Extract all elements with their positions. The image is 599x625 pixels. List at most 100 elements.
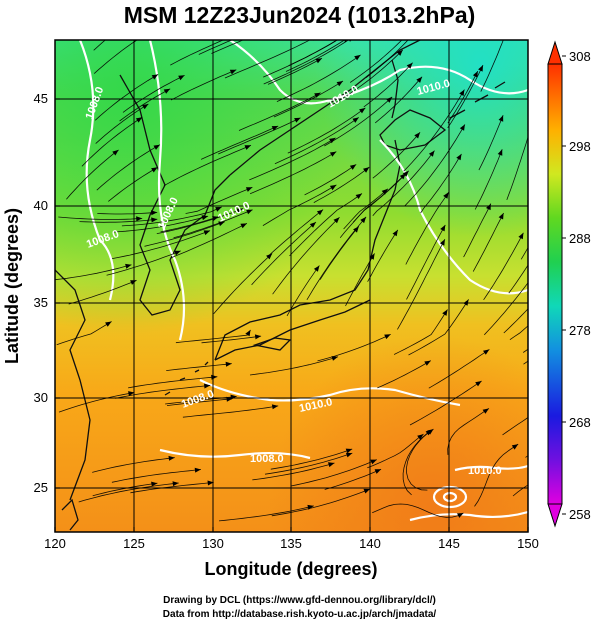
wind-arrowhead [174, 250, 181, 256]
wind-arrowhead [244, 145, 251, 150]
streamline [285, 40, 346, 72]
streamline [160, 216, 219, 233]
wind-arrowhead [269, 21, 276, 26]
wind-arrowhead [498, 213, 504, 220]
wind-arrowhead [163, 88, 171, 94]
streamline [92, 457, 175, 473]
wind-arrowhead [151, 217, 158, 223]
streamline [274, 117, 360, 165]
wind-arrowhead [204, 383, 211, 389]
y-tick-labels: 25 30 35 40 45 [34, 91, 48, 495]
streamline [270, 448, 353, 470]
wind-arrowhead [459, 124, 465, 131]
streamline [367, 229, 399, 282]
wind-arrowhead [178, 75, 185, 81]
wind-arrowhead [212, 0, 219, 1]
streamline [343, 188, 389, 230]
streamline [96, 144, 161, 191]
wind-arrowhead [456, 153, 462, 161]
wind-arrowhead [345, 448, 353, 454]
x-tick-label: 120 [44, 536, 66, 551]
wind-arrowhead [172, 481, 179, 487]
streamline [363, 62, 413, 108]
streamline [66, 149, 119, 200]
wind-arrowhead [518, 232, 524, 240]
wind-arrowhead [507, 20, 512, 27]
wind-arrowhead [236, 208, 244, 214]
streamline [81, 116, 143, 167]
wind-arrowhead [482, 408, 489, 414]
wind-arrowhead [201, 215, 209, 221]
wind-arrowhead [374, 469, 382, 474]
streamline [108, 166, 158, 202]
streamline [520, 246, 528, 260]
wind-arrowhead [254, 334, 262, 340]
streamline [512, 484, 528, 497]
y-tick-label: 25 [34, 480, 48, 495]
wind-arrowhead [442, 309, 448, 316]
streamline [463, 203, 492, 258]
wind-arrowhead [406, 62, 413, 69]
streamline [106, 250, 181, 276]
wind-arrowhead [225, 361, 232, 367]
wind-arrowhead [486, 203, 491, 211]
streamline [249, 356, 339, 376]
streamline [122, 74, 185, 113]
streamline [93, 40, 106, 51]
map-title: MSM 12Z23Jun2024 (1013.2hPa) [123, 2, 476, 28]
wind-arrowhead [537, 243, 542, 250]
streamline [252, 462, 335, 481]
streamline [55, 264, 132, 281]
wind-arrowhead [218, 221, 225, 227]
wind-arrowhead [457, 513, 464, 518]
wind-arrowhead [345, 452, 353, 458]
wind-arrowhead [105, 321, 112, 327]
x-tick-label: 125 [123, 536, 145, 551]
streamline [478, 115, 504, 171]
wind-arrowhead [142, 104, 149, 110]
streamline [173, 209, 253, 239]
wind-arrowhead [194, 467, 201, 473]
streamline [182, 405, 279, 418]
streamline [175, 329, 251, 344]
wind-arrowhead [203, 230, 211, 236]
streamline [331, 49, 404, 106]
streamline [119, 88, 171, 122]
streamline [480, 40, 504, 92]
streamline [262, 184, 337, 226]
streamline [393, 309, 448, 355]
streamline [377, 360, 431, 389]
colorbar-tick-label: 288 [569, 231, 591, 246]
streamline [95, 103, 149, 144]
streamline [200, 125, 279, 160]
streamline [56, 321, 112, 346]
wind-arrowhead [384, 334, 391, 340]
wind-arrowhead [497, 149, 503, 156]
streamline [201, 335, 262, 344]
streamline [405, 192, 449, 265]
x-tick-label: 140 [359, 536, 381, 551]
streamline [372, 150, 435, 217]
streamline [404, 124, 466, 207]
wind-arrowhead [475, 381, 482, 387]
wind-arrowhead [130, 280, 137, 285]
streamline [365, 40, 409, 79]
wind-arrowhead [151, 74, 159, 80]
wind-arrowhead [316, 209, 324, 216]
wind-arrowhead [355, 193, 362, 199]
streamline [58, 216, 143, 220]
wind-arrowhead [329, 184, 337, 191]
streamline [502, 417, 528, 436]
wind-arrowhead [151, 210, 158, 216]
colorbar-tick-label: 258 [569, 507, 591, 522]
streamline [317, 333, 391, 362]
streamline [408, 299, 469, 356]
streamline [474, 443, 519, 507]
wind-arrowhead [402, 170, 409, 177]
streamline [68, 279, 137, 305]
wind-arrowhead [399, 173, 406, 180]
wind-arrowhead [140, 34, 146, 39]
wind-arrowhead [309, 222, 316, 228]
streamline [324, 468, 382, 490]
streamline [484, 282, 528, 336]
